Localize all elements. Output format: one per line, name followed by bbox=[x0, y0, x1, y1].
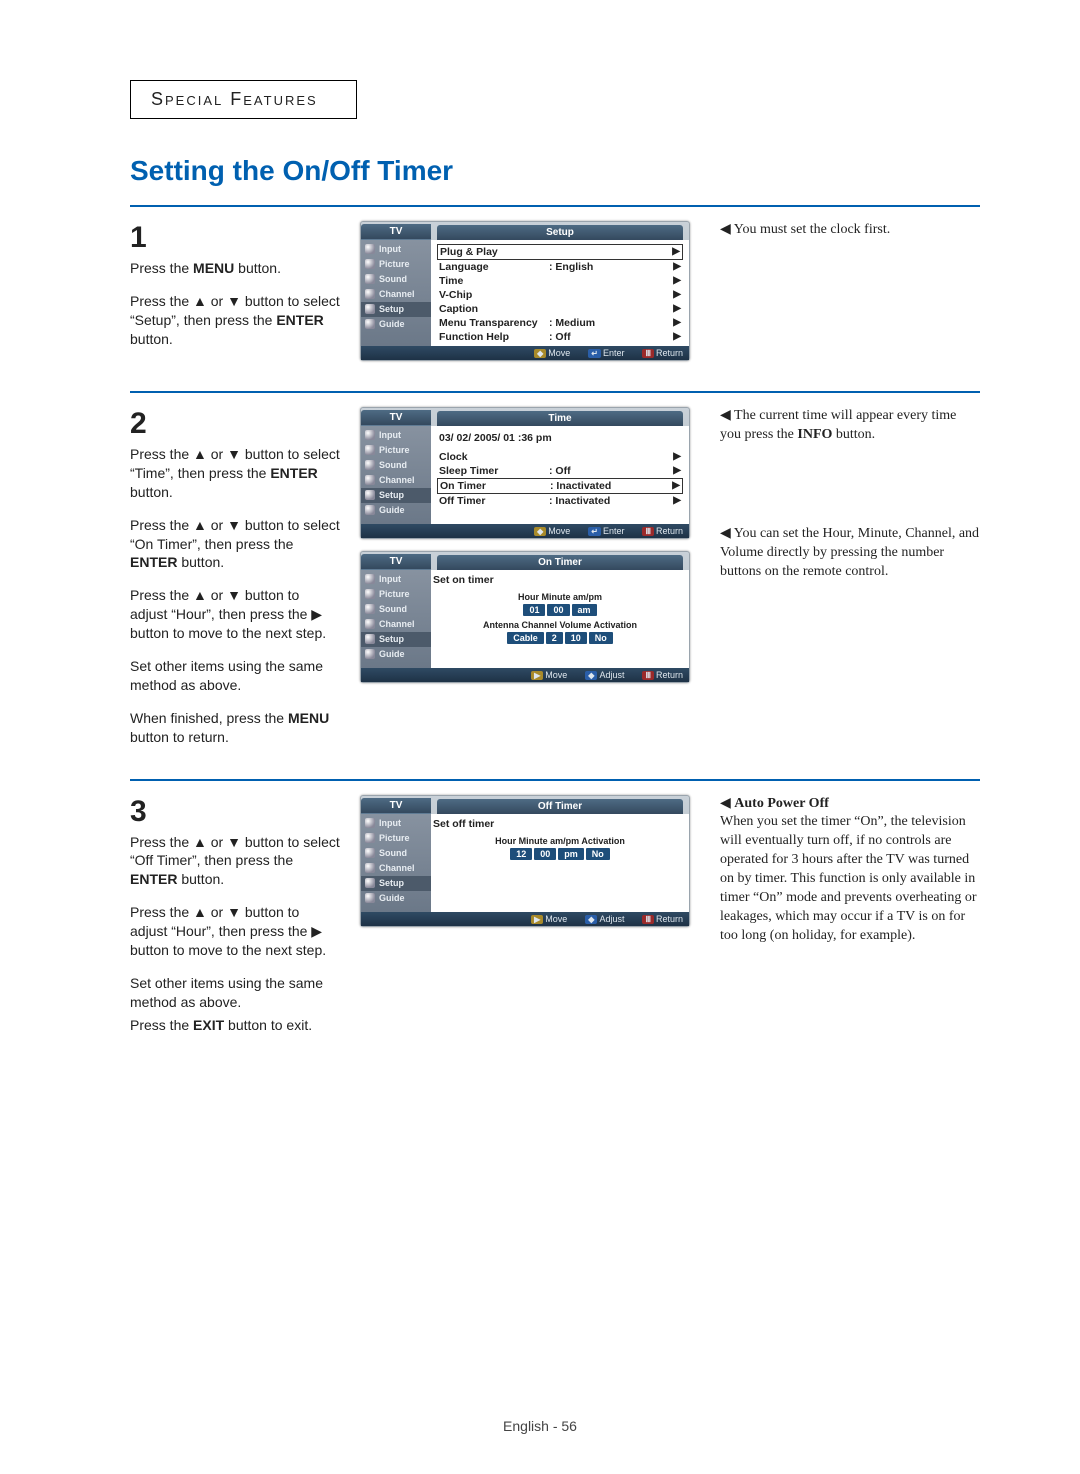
osd-panel: Plug & Play▶Language: English▶Time▶V-Chi… bbox=[431, 240, 689, 346]
step3-text-b: Press the ▲ or ▼ button to adjust “Hour”… bbox=[130, 903, 340, 960]
step2-text-e: When finished, press the MENU button to … bbox=[130, 709, 340, 747]
step2-text-b: Press the ▲ or ▼ button to select “On Ti… bbox=[130, 516, 340, 573]
chapter-heading: Special Features bbox=[130, 80, 357, 119]
step2-text-d: Set other items using the same method as… bbox=[130, 657, 340, 695]
osd-side-menu: InputPictureSoundChannelSetupGuide bbox=[361, 240, 431, 346]
step3-text-d: Press the EXIT button to exit. bbox=[130, 1016, 340, 1035]
step3-text-a: Press the ▲ or ▼ button to select “Off T… bbox=[130, 833, 340, 890]
step1-text-b: Press the ▲ or ▼ button to select “Setup… bbox=[130, 292, 340, 349]
step-number-3: 3 bbox=[130, 795, 340, 829]
osd-setup-screenshot: TV Setup InputPictureSoundChannelSetupGu… bbox=[360, 221, 690, 361]
section-title: Setting the On/Off Timer bbox=[130, 155, 980, 187]
divider bbox=[130, 205, 980, 207]
step-number-1: 1 bbox=[130, 221, 340, 255]
page-footer: English - 56 bbox=[0, 1418, 1080, 1434]
osd-footer: ◆Move ↵Enter ⅢReturn bbox=[361, 346, 689, 360]
step2-text-c: Press the ▲ or ▼ button to adjust “Hour”… bbox=[130, 586, 340, 643]
step2-text-a: Press the ▲ or ▼ button to select “Time”… bbox=[130, 445, 340, 502]
step1-note: ◀ You must set the clock first. bbox=[720, 221, 980, 373]
osd-time-screenshot: TV Time InputPictureSoundChannelSetupGui… bbox=[360, 407, 690, 539]
osd-off-timer-screenshot: TV Off Timer InputPictureSoundChannelSet… bbox=[360, 795, 690, 927]
step2-note-b: ◀ You can set the Hour, Minute, Channel,… bbox=[720, 525, 980, 582]
step-number-2: 2 bbox=[130, 407, 340, 441]
step3-note: ◀ Auto Power Off When you set the timer … bbox=[720, 795, 980, 1049]
osd-on-timer-screenshot: TV On Timer InputPictureSoundChannelSetu… bbox=[360, 551, 690, 683]
divider bbox=[130, 391, 980, 393]
step1-text-a: Press the MENU button. bbox=[130, 259, 340, 278]
osd-title: Setup bbox=[437, 225, 683, 240]
osd-tv-label: TV bbox=[361, 224, 431, 240]
step2-note-a: ◀ The current time will appear every tim… bbox=[720, 407, 980, 445]
divider bbox=[130, 779, 980, 781]
step3-text-c: Set other items using the same method as… bbox=[130, 974, 340, 1012]
